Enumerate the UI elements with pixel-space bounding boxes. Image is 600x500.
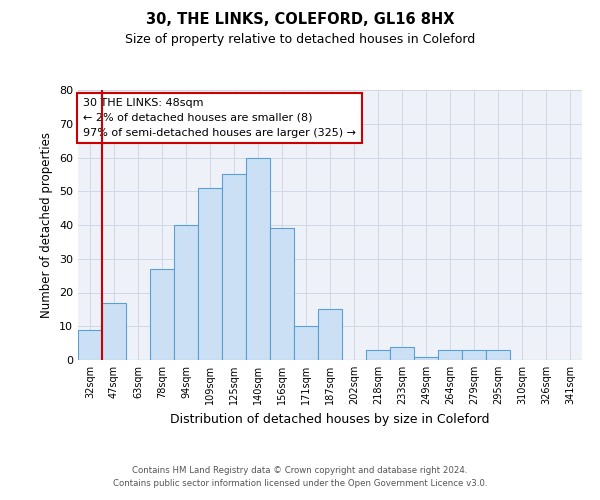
Text: Contains HM Land Registry data © Crown copyright and database right 2024.
Contai: Contains HM Land Registry data © Crown c… xyxy=(113,466,487,487)
Bar xyxy=(150,269,174,360)
X-axis label: Distribution of detached houses by size in Coleford: Distribution of detached houses by size … xyxy=(170,412,490,426)
Bar xyxy=(198,188,222,360)
Bar xyxy=(462,350,486,360)
Bar xyxy=(390,346,414,360)
Bar xyxy=(270,228,294,360)
Text: 30 THE LINKS: 48sqm
← 2% of detached houses are smaller (8)
97% of semi-detached: 30 THE LINKS: 48sqm ← 2% of detached hou… xyxy=(83,98,356,138)
Bar xyxy=(102,302,126,360)
Text: Size of property relative to detached houses in Coleford: Size of property relative to detached ho… xyxy=(125,32,475,46)
Bar xyxy=(318,310,342,360)
Y-axis label: Number of detached properties: Number of detached properties xyxy=(40,132,53,318)
Bar xyxy=(486,350,510,360)
Bar xyxy=(438,350,462,360)
Text: 30, THE LINKS, COLEFORD, GL16 8HX: 30, THE LINKS, COLEFORD, GL16 8HX xyxy=(146,12,454,28)
Bar xyxy=(366,350,390,360)
Bar xyxy=(78,330,102,360)
Bar xyxy=(294,326,318,360)
Bar xyxy=(246,158,270,360)
Bar xyxy=(222,174,246,360)
Bar xyxy=(414,356,438,360)
Bar xyxy=(174,225,198,360)
